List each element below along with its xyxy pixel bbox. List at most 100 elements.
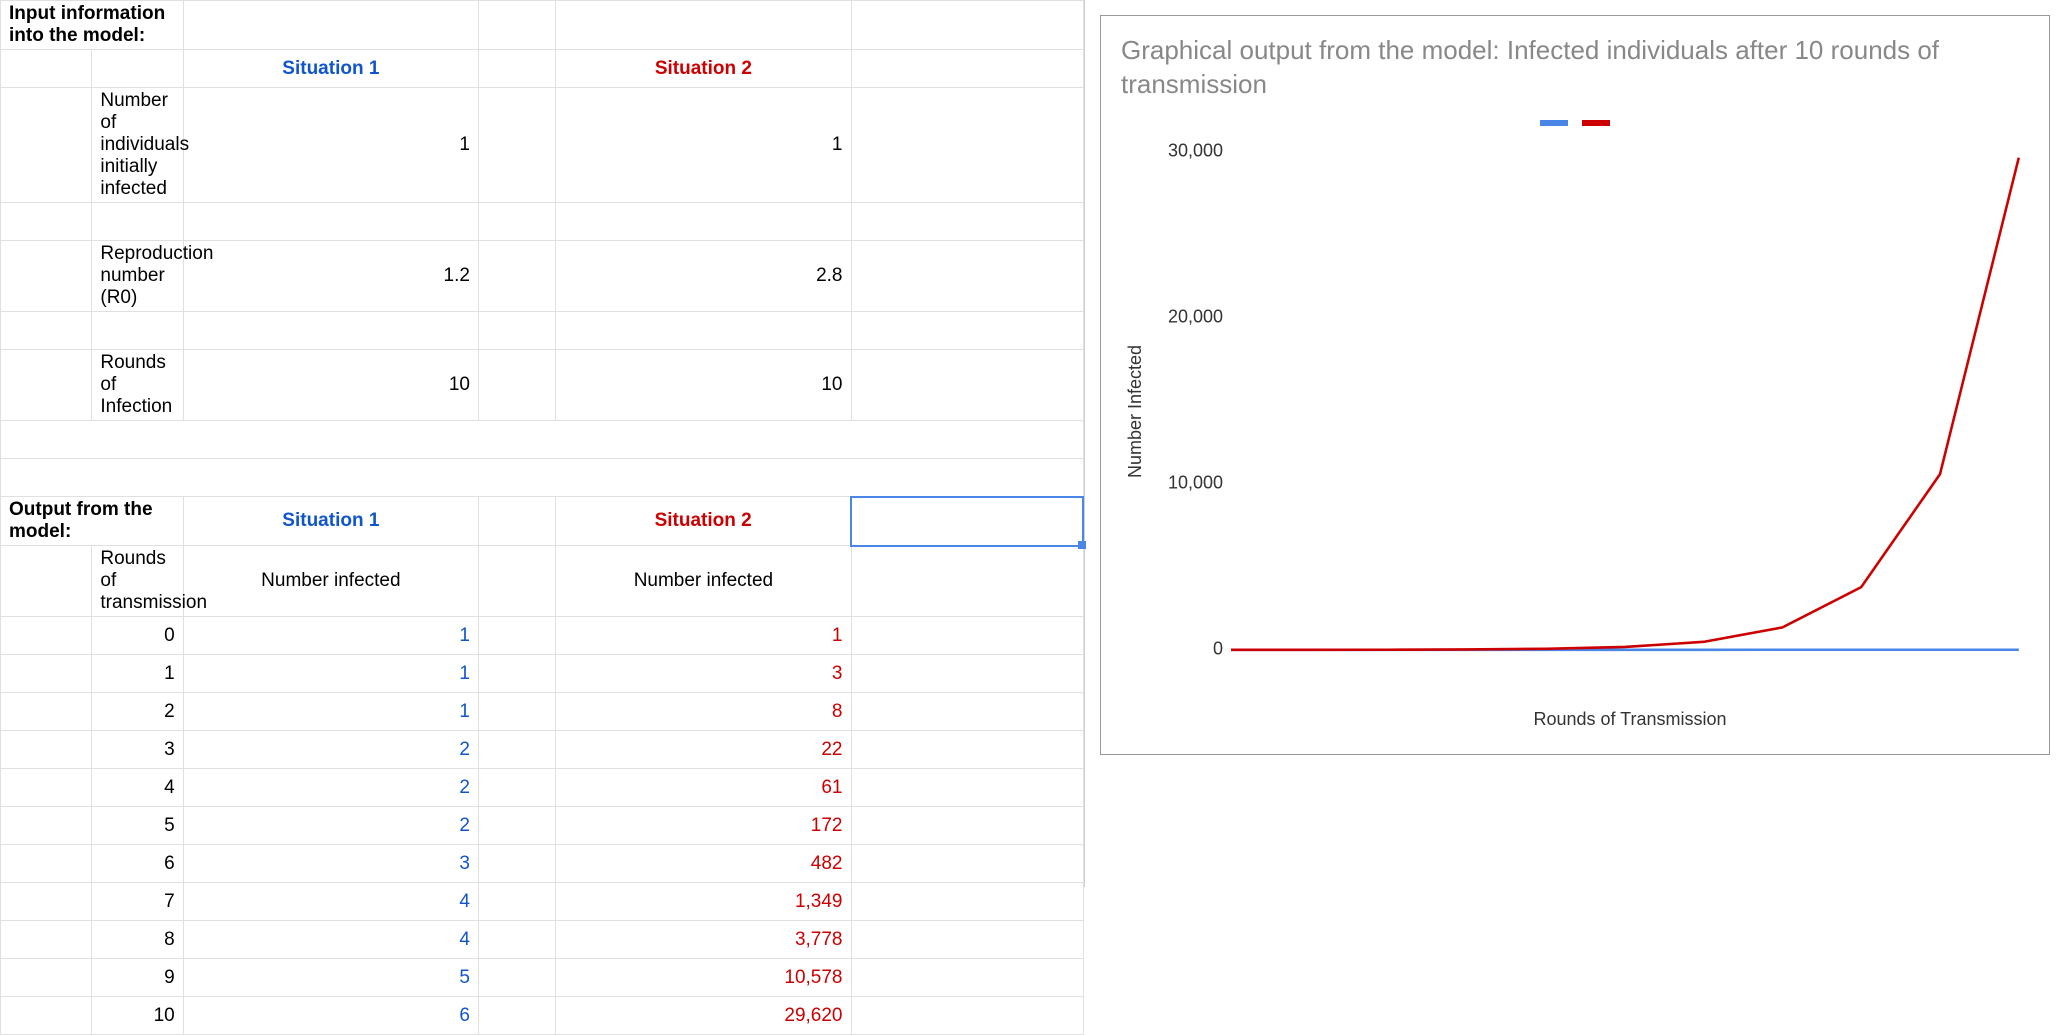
cell[interactable] — [478, 88, 555, 203]
output-s2-value[interactable]: 29,620 — [556, 997, 851, 1035]
cell[interactable] — [478, 241, 555, 312]
cell[interactable] — [556, 1, 851, 50]
output-s1-value[interactable]: 3 — [183, 845, 478, 883]
cell[interactable] — [478, 50, 555, 88]
cell[interactable] — [851, 693, 1083, 731]
cell[interactable] — [478, 997, 555, 1035]
cell[interactable] — [851, 203, 1083, 241]
cell[interactable] — [478, 845, 555, 883]
cell[interactable] — [851, 807, 1083, 845]
output-header-ninf-1[interactable]: Number infected — [183, 546, 478, 617]
cell[interactable] — [851, 731, 1083, 769]
output-round[interactable]: 5 — [92, 807, 183, 845]
cell[interactable] — [478, 655, 555, 693]
output-s1-value[interactable]: 4 — [183, 921, 478, 959]
cell[interactable] — [1, 203, 92, 241]
output-s2-value[interactable]: 1 — [556, 617, 851, 655]
output-round[interactable]: 0 — [92, 617, 183, 655]
output-header-rounds[interactable]: Rounds of transmission — [92, 546, 183, 617]
cell[interactable] — [851, 546, 1083, 617]
cell[interactable] — [1, 883, 92, 921]
cell[interactable] — [1, 617, 92, 655]
output-s2-value[interactable]: 22 — [556, 731, 851, 769]
cell[interactable] — [851, 241, 1083, 312]
cell[interactable] — [1, 241, 92, 312]
input-s1-r0[interactable]: 1.2 — [183, 241, 478, 312]
cell[interactable] — [556, 312, 851, 350]
output-s1-value[interactable]: 4 — [183, 883, 478, 921]
cell[interactable] — [1, 769, 92, 807]
situation-1-header[interactable]: Situation 1 — [183, 50, 478, 88]
output-s1-value[interactable]: 1 — [183, 655, 478, 693]
cell[interactable] — [851, 997, 1083, 1035]
cell[interactable] — [851, 921, 1083, 959]
cell[interactable] — [851, 617, 1083, 655]
cell[interactable] — [1, 921, 92, 959]
cell[interactable] — [478, 617, 555, 655]
cell[interactable] — [92, 312, 183, 350]
cell[interactable] — [1, 312, 92, 350]
input-s1-initial[interactable]: 1 — [183, 88, 478, 203]
cell[interactable] — [183, 1, 478, 50]
output-round[interactable]: 4 — [92, 769, 183, 807]
cell[interactable] — [478, 731, 555, 769]
situation-2-header[interactable]: Situation 2 — [556, 497, 851, 546]
cell[interactable] — [851, 959, 1083, 997]
cell[interactable] — [1, 350, 92, 421]
input-s2-r0[interactable]: 2.8 — [556, 241, 851, 312]
cell[interactable] — [851, 50, 1083, 88]
output-s2-value[interactable]: 3,778 — [556, 921, 851, 959]
cell[interactable] — [478, 203, 555, 241]
output-s1-value[interactable]: 6 — [183, 997, 478, 1035]
cell[interactable] — [1, 997, 92, 1035]
output-s2-value[interactable]: 172 — [556, 807, 851, 845]
input-s2-initial[interactable]: 1 — [556, 88, 851, 203]
output-round[interactable]: 9 — [92, 959, 183, 997]
cell[interactable] — [851, 655, 1083, 693]
cell[interactable] — [478, 883, 555, 921]
cell[interactable] — [1, 731, 92, 769]
cell[interactable] — [851, 350, 1083, 421]
output-s1-value[interactable]: 2 — [183, 807, 478, 845]
cell[interactable] — [851, 88, 1083, 203]
cell[interactable] — [478, 921, 555, 959]
cell[interactable] — [1, 88, 92, 203]
spreadsheet-table[interactable]: Input information into the model: Situat… — [0, 0, 1084, 1035]
output-round[interactable]: 3 — [92, 731, 183, 769]
input-s2-rounds[interactable]: 10 — [556, 350, 851, 421]
input-label-r0[interactable]: Reproduction number (R0) — [92, 241, 183, 312]
output-s1-value[interactable]: 1 — [183, 693, 478, 731]
output-round[interactable]: 8 — [92, 921, 183, 959]
cell[interactable] — [1, 459, 1084, 497]
output-round[interactable]: 1 — [92, 655, 183, 693]
selected-cell[interactable] — [851, 497, 1083, 546]
input-s1-rounds[interactable]: 10 — [183, 350, 478, 421]
output-round[interactable]: 10 — [92, 997, 183, 1035]
output-s2-value[interactable]: 61 — [556, 769, 851, 807]
cell[interactable] — [1, 807, 92, 845]
cell[interactable] — [478, 497, 555, 546]
cell[interactable] — [1, 845, 92, 883]
cell[interactable] — [851, 312, 1083, 350]
cell[interactable] — [1, 50, 92, 88]
situation-1-header[interactable]: Situation 1 — [183, 497, 478, 546]
output-s1-value[interactable]: 2 — [183, 769, 478, 807]
output-s1-value[interactable]: 5 — [183, 959, 478, 997]
cell[interactable] — [1, 655, 92, 693]
output-s2-value[interactable]: 8 — [556, 693, 851, 731]
cell[interactable] — [92, 50, 183, 88]
cell[interactable] — [478, 546, 555, 617]
output-s2-value[interactable]: 3 — [556, 655, 851, 693]
situation-2-header[interactable]: Situation 2 — [556, 50, 851, 88]
output-round[interactable]: 6 — [92, 845, 183, 883]
cell[interactable] — [183, 312, 478, 350]
cell[interactable] — [851, 1, 1083, 50]
cell[interactable] — [1, 959, 92, 997]
input-label-initial[interactable]: Number of individuals initially infected — [92, 88, 183, 203]
cell[interactable] — [1, 693, 92, 731]
cell[interactable] — [478, 807, 555, 845]
cell[interactable] — [478, 350, 555, 421]
output-round[interactable]: 2 — [92, 693, 183, 731]
cell[interactable] — [851, 769, 1083, 807]
cell[interactable] — [851, 845, 1083, 883]
